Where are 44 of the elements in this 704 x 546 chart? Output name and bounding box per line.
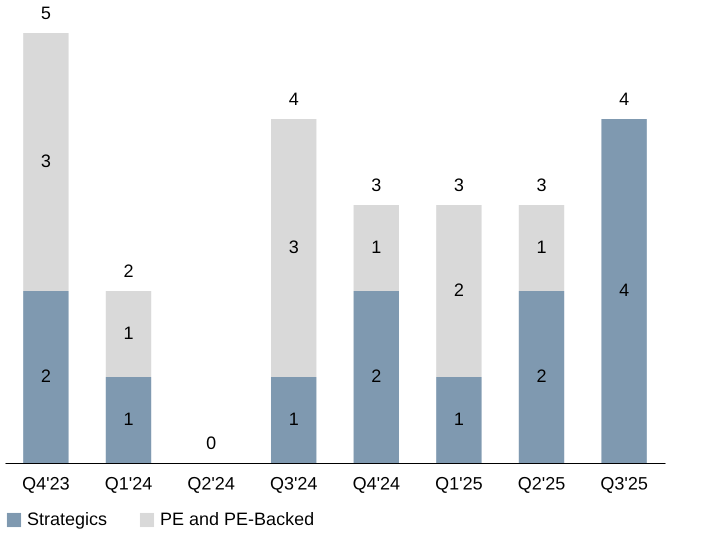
x-tick-label: Q2'25 [518,474,566,494]
bar [23,291,69,463]
total-label: 0 [206,433,216,453]
data-label: 1 [123,409,134,429]
total-label: 5 [40,3,51,23]
total-label: 3 [371,175,382,195]
data-label: 1 [454,409,464,429]
bar [106,377,152,463]
data-label: 1 [371,237,382,257]
bar [270,377,316,463]
data-label: 2 [536,366,547,386]
data-label: 2 [454,280,464,300]
bar [518,291,564,463]
legend-label: Strategics [27,509,108,529]
bar [354,205,400,291]
x-tick-label: Q1'24 [104,474,152,494]
legend-label: PE and PE-Backed [160,509,314,529]
data-label: 1 [288,409,299,429]
bar [436,377,482,463]
data-label: 2 [371,366,382,386]
data-label: 2 [40,366,51,386]
data-label: 3 [288,237,299,257]
bar [23,33,69,291]
bar [354,291,400,463]
data-label: 1 [536,237,547,257]
bar [601,119,647,463]
data-label: 3 [40,151,51,171]
total-label: 4 [619,89,630,109]
bar [106,291,152,377]
total-label: 3 [454,175,464,195]
x-tick-label: Q3'24 [270,474,318,494]
data-label: 4 [619,280,630,300]
total-label: 4 [288,89,299,109]
x-tick-label: Q3'25 [600,474,648,494]
total-label: 3 [536,175,547,195]
data-label: 1 [123,323,134,343]
total-label: 2 [123,261,134,281]
bar [518,205,564,291]
x-tick-label: Q2'24 [187,474,235,494]
x-tick-label: Q4'23 [22,474,70,494]
x-tick-label: Q1'25 [435,474,483,494]
bar [436,205,482,377]
bar [270,119,316,377]
x-tick-label: Q4'24 [352,474,400,494]
